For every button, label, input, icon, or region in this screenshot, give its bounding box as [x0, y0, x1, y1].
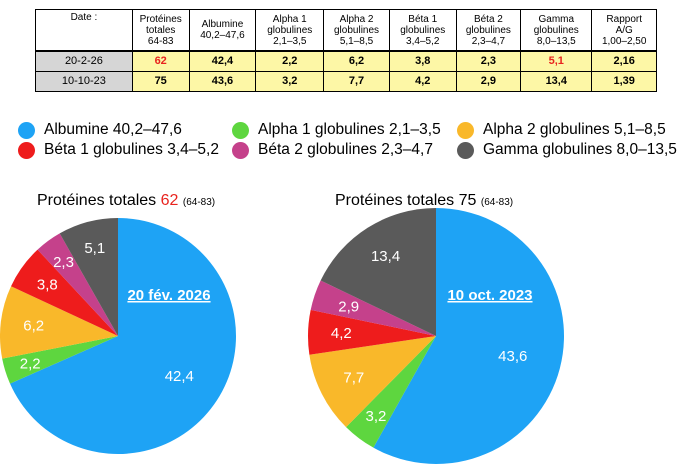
alpha2-cell: 7,7 — [323, 71, 390, 92]
date-cell: 10-10-23 — [35, 71, 133, 92]
pie-slice-albumine — [10, 218, 237, 454]
chart-title-right: Protéines totales 75 (64-83) — [335, 192, 513, 210]
albumine-cell: 42,4 — [188, 50, 257, 72]
slice-label-alpha1: 2,2 — [20, 356, 41, 373]
alpha1-cell: 3,2 — [255, 71, 325, 92]
header-cell-alpha1: Alpha 1 globulines 2,1–3,5 — [255, 9, 325, 52]
gamma-cell: 13,4 — [520, 71, 593, 92]
header-cell-alpha2: Alpha 2 globulines 5,1–8,5 — [323, 9, 390, 52]
pie-slice-albumine — [373, 208, 565, 465]
chart-title-left: Protéines totales 62 (64-83) — [37, 192, 215, 210]
pie-chart-left: 42,4 2,2 6,2 3,8 2,3 5,1 20 fév. 2026 — [0, 218, 237, 454]
slice-label-alpha2: 6,2 — [23, 318, 44, 335]
pie-slice-alpha1 — [346, 336, 436, 448]
chart-title-text: Protéines totales — [37, 192, 157, 209]
chart-title-ref: (64-83) — [182, 197, 216, 208]
header-cell-beta1: Béta 1 globulines 3,4–5,2 — [388, 9, 457, 52]
pie-slice-beta2 — [37, 233, 118, 336]
pie-date-label: 10 oct. 2023 — [447, 287, 532, 304]
alpha1-cell: 2,2 — [255, 50, 325, 72]
pie-slice-alpha1 — [2, 336, 119, 384]
chart-title-value: 75 — [458, 192, 477, 209]
pie-slice-alpha2 — [0, 286, 118, 359]
header-cell-albumine: Albumine 40,2–47,6 — [188, 9, 257, 52]
pie-slice-gamma — [320, 208, 436, 336]
albumine-cell: 43,6 — [188, 71, 257, 92]
rapport-cell: 2,16 — [591, 50, 657, 72]
chart-title-text: Protéines totales — [335, 192, 455, 209]
rapport-cell: 1,39 — [591, 71, 657, 92]
beta1-cell: 4,2 — [388, 71, 457, 92]
pie-chart-right: 43,6 3,2 7,7 4,2 2,9 13,4 10 oct. 2023 — [308, 208, 565, 465]
table-header-row: Date : Protéines totales 64-83 Albumine 40,… — [35, 9, 657, 52]
pie-slice-beta2 — [310, 280, 436, 336]
slice-label-alpha1: 3,2 — [366, 408, 387, 425]
slice-label-albumine: 43,6 — [498, 348, 527, 365]
beta1-cell: 3,8 — [388, 50, 457, 72]
pie-slice-gamma — [59, 218, 118, 336]
slice-label-gamma: 5,1 — [84, 240, 105, 257]
beta2-cell: 2,9 — [455, 71, 522, 92]
pie-slice-alpha2 — [309, 336, 436, 428]
table-row: 20-2-26 62 42,4 2,2 6,2 3,8 2,3 5,1 2,16 — [35, 50, 657, 72]
slice-label-albumine: 42,4 — [165, 368, 194, 385]
gamma-cell: 5,1 — [520, 50, 593, 72]
pie-slice-beta1 — [11, 249, 119, 336]
slice-label-beta2: 2,9 — [338, 298, 359, 315]
chart-title-value: 62 — [160, 192, 179, 209]
chart-title-ref: (64-83) — [480, 197, 514, 208]
pie-date-label: 20 fév. 2026 — [127, 287, 210, 304]
date-cell: 20-2-26 — [35, 50, 133, 72]
table-row: 10-10-23 75 43,6 3,2 7,7 4,2 2,9 13,4 1,… — [35, 71, 657, 92]
slice-label-gamma: 13,4 — [371, 248, 400, 265]
pie-slice-beta1 — [308, 309, 436, 355]
proteines-cell: 62 — [131, 50, 190, 72]
results-table: Date : Protéines totales 64-83 Albumine 40,… — [35, 9, 657, 92]
header-cell-gamma: Gamma globulines 8,0–13,5 — [520, 9, 593, 52]
header-cell-beta2: Béta 2 globulines 2,3–4,7 — [455, 9, 522, 52]
proteines-cell: 75 — [131, 71, 190, 92]
slice-label-beta2: 2,3 — [53, 254, 74, 271]
slice-label-alpha2: 7,7 — [343, 370, 364, 387]
header-cell-rapport: Rapport A/G 1,00–2,50 — [591, 9, 657, 52]
slice-label-beta1: 3,8 — [37, 277, 58, 294]
header-cell-date: Date : — [35, 9, 133, 52]
slice-label-beta1: 4,2 — [331, 325, 352, 342]
alpha2-cell: 6,2 — [323, 50, 390, 72]
